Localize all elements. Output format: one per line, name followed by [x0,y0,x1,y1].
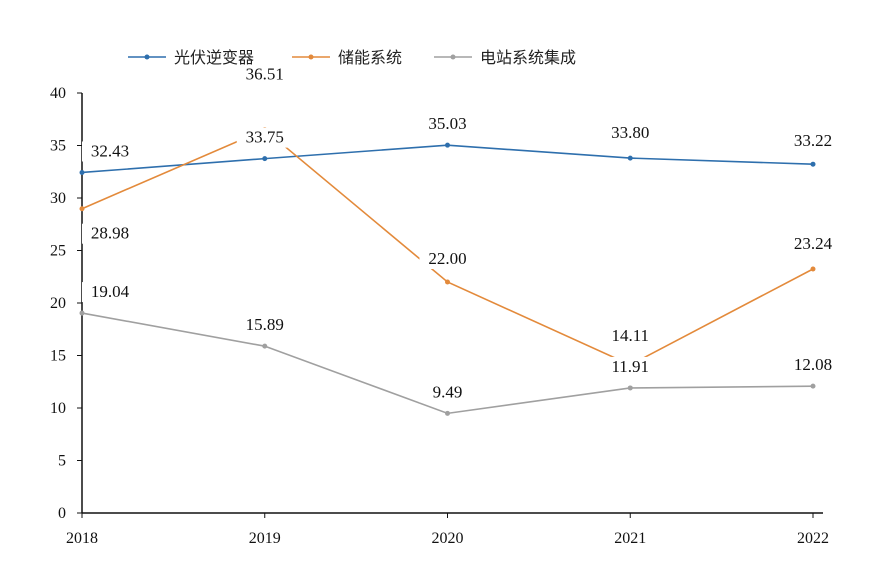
y-tick-label: 15 [50,348,66,365]
data-label-bg [602,325,659,346]
legend-marker [308,54,314,60]
y-tick-label: 35 [50,138,66,155]
data-point [79,169,85,175]
data-label-bg [236,64,293,85]
data-label: 19.04 [91,282,130,301]
data-label-bg [419,114,476,135]
data-label: 35.03 [428,114,466,133]
data-point [445,410,450,416]
y-tick-label: 30 [50,190,66,207]
data-label-bg [785,355,841,376]
x-tick-label: 2019 [249,530,281,547]
data-label-bg [82,223,138,244]
x-tick-label: 2018 [66,530,98,547]
y-tick-label: 0 [58,505,66,522]
data-label: 22.00 [428,249,466,268]
legend-label: 储能系统 [338,48,402,67]
data-label-bg [419,382,476,403]
data-point [262,343,268,349]
legend-marker [144,54,150,60]
y-tick-label: 25 [50,243,66,260]
data-label-bg [82,282,138,303]
data-point [262,156,268,162]
data-point [627,385,633,391]
data-label: 14.11 [611,326,649,345]
data-label: 33.80 [611,123,649,142]
legend-marker [450,54,456,60]
data-point [79,206,85,212]
data-label: 15.89 [246,315,284,334]
data-label: 33.22 [794,131,832,150]
y-tick-label: 20 [50,295,66,312]
legend-label: 光伏逆变器 [174,48,254,67]
data-label-bg [785,233,841,254]
y-tick-label: 40 [50,85,66,102]
data-label-bg [602,356,659,377]
y-tick-label: 5 [58,453,66,470]
data-label: 33.75 [246,128,284,147]
data-point [810,383,816,389]
data-label-bg [236,315,293,336]
data-label: 28.98 [91,224,129,243]
data-label: 12.08 [794,355,832,374]
data-point [810,266,816,272]
data-label: 32.43 [91,141,129,160]
data-label-bg [785,131,841,152]
data-point [445,142,450,148]
data-point [810,161,816,167]
data-label: 9.49 [433,382,463,401]
data-point [445,279,450,285]
data-label: 23.24 [794,234,833,253]
x-tick-label: 2021 [614,530,646,547]
x-tick-label: 2022 [797,530,829,547]
data-label: 36.51 [246,65,284,84]
data-point [627,155,633,161]
data-label-bg [602,123,659,144]
x-tick-label: 2020 [432,530,464,547]
data-label-bg [82,141,138,162]
y-tick-label: 10 [50,400,66,417]
data-label-bg [419,249,476,269]
data-label-bg [236,127,293,148]
legend-label: 电站系统集成 [480,48,576,67]
data-point [79,310,85,316]
data-label: 11.91 [611,357,649,376]
series-line-0 [81,144,814,174]
